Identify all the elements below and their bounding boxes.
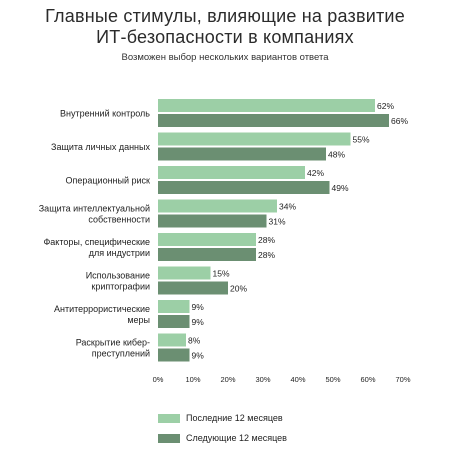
x-tick-label: 70% — [395, 375, 410, 384]
x-tick-label: 50% — [325, 375, 340, 384]
legend-label-next-12-months: Следующие 12 месяцев — [186, 433, 287, 443]
data-label: 49% — [332, 183, 349, 193]
bar-next-12-months — [158, 114, 389, 127]
data-label: 9% — [192, 351, 205, 361]
x-tick-label: 40% — [290, 375, 305, 384]
bar-next-12-months — [158, 281, 228, 295]
bar-last-12-months — [158, 199, 277, 213]
chart-subtitle: Возможен выбор нескольких вариантов отве… — [121, 52, 329, 63]
category-label: для индустрии — [89, 248, 150, 258]
data-label: 28% — [258, 250, 275, 260]
bar-next-12-months — [158, 181, 330, 194]
bar-last-12-months — [158, 166, 305, 179]
x-tick-label: 60% — [360, 375, 375, 384]
data-label: 9% — [192, 302, 205, 312]
data-label: 28% — [258, 235, 275, 245]
legend-swatch-last-12-months — [158, 414, 180, 423]
category-label: Факторы, специфические — [43, 237, 150, 247]
data-label: 42% — [307, 168, 324, 178]
bar-last-12-months — [158, 99, 375, 112]
bar-next-12-months — [158, 248, 256, 261]
category-label: Операционный риск — [66, 176, 151, 186]
bar-last-12-months — [158, 333, 186, 347]
bar-last-12-months — [158, 266, 211, 280]
chart-title-line-2: ИТ-безопасности в компаниях — [96, 27, 354, 47]
data-label: 66% — [391, 116, 408, 126]
category-label: Раскрытие кибер- — [76, 338, 150, 348]
bar-next-12-months — [158, 315, 190, 328]
category-label: Защита личных данных — [51, 142, 150, 152]
category-label: Антитеррористические — [54, 304, 150, 314]
bar-next-12-months — [158, 214, 267, 228]
data-label: 62% — [377, 101, 394, 111]
x-tick-label: 20% — [220, 375, 235, 384]
data-label: 55% — [353, 135, 370, 145]
x-tick-label: 30% — [255, 375, 270, 384]
data-label: 15% — [213, 269, 230, 279]
data-label: 20% — [230, 284, 247, 294]
category-label: Защита интеллектуальной — [39, 204, 150, 214]
x-tick-label: 10% — [185, 375, 200, 384]
data-label: 8% — [188, 336, 201, 346]
bar-last-12-months — [158, 132, 351, 146]
legend-label-last-12-months: Последние 12 месяцев — [186, 413, 283, 423]
bar-last-12-months — [158, 300, 190, 313]
bar-next-12-months — [158, 348, 190, 362]
category-label: криптографии — [91, 282, 150, 292]
data-label: 9% — [192, 317, 205, 327]
data-label: 34% — [279, 202, 296, 212]
category-label: преступлений — [92, 349, 150, 359]
data-label: 48% — [328, 150, 345, 160]
bar-last-12-months — [158, 233, 256, 246]
x-tick-label: 0% — [153, 375, 164, 384]
chart-title-line-1: Главные стимулы, влияющие на развитие — [45, 6, 405, 26]
category-label: Использование — [86, 271, 150, 281]
category-label: собственности — [88, 215, 150, 225]
category-label: меры — [127, 315, 150, 325]
category-label: Внутренний контроль — [60, 109, 150, 119]
bar-next-12-months — [158, 147, 326, 161]
data-label: 31% — [269, 217, 286, 227]
legend-swatch-next-12-months — [158, 434, 180, 443]
